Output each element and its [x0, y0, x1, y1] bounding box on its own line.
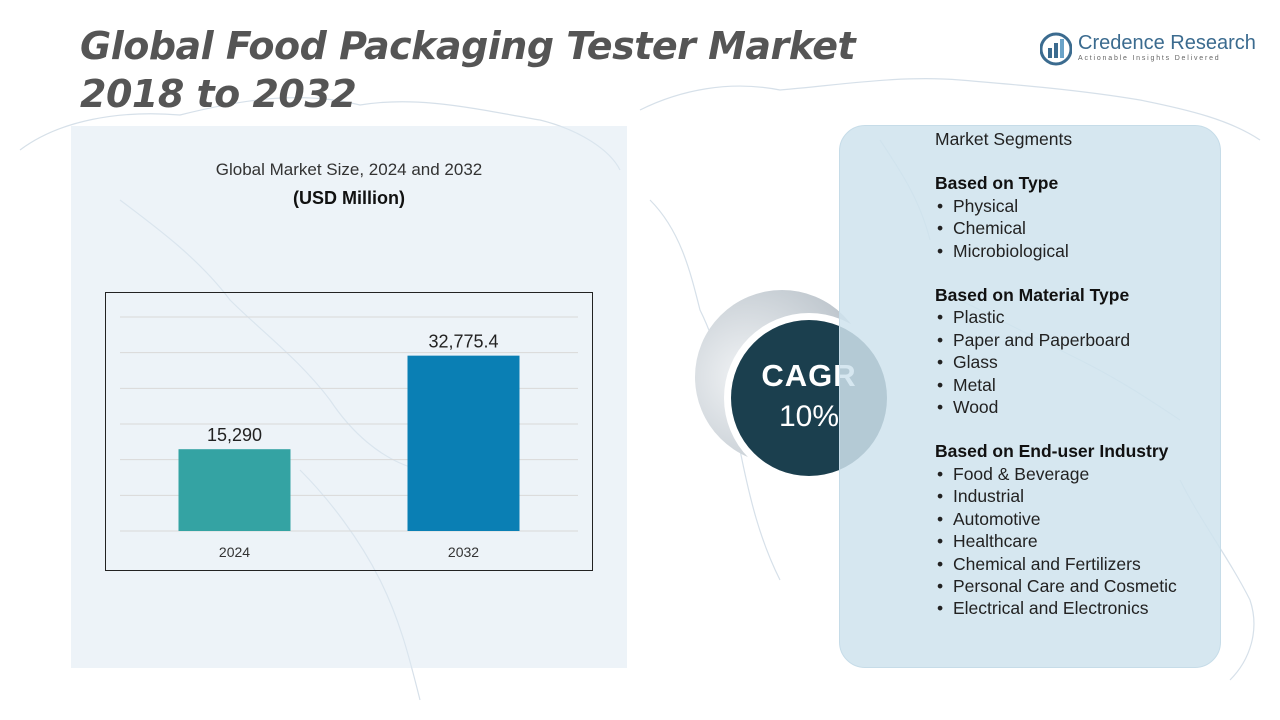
segment-item: Personal Care and Cosmetic: [935, 575, 1225, 598]
credence-logo-icon: [1040, 32, 1072, 66]
segment-item: Glass: [935, 351, 1225, 374]
segment-item: Wood: [935, 396, 1225, 419]
bar-chart-svg: 15,290 2024 32,775.4 2032: [120, 316, 578, 560]
segment-group-end-user: Based on End-user Industry Food & Bevera…: [935, 440, 1225, 620]
logo-tagline: Actionable Insights Delivered: [1078, 55, 1221, 62]
bar-2024: [178, 449, 291, 531]
x-tick-label-2032: 2032: [448, 544, 479, 560]
segment-item: Plastic: [935, 306, 1225, 329]
segment-item: Paper and Paperboard: [935, 329, 1225, 352]
chart-panel: [71, 126, 627, 668]
segment-heading: Based on Type: [935, 173, 1059, 194]
segments-title: Market Segments: [935, 129, 1073, 149]
market-segments: Market Segments Based on Type Physical C…: [935, 128, 1225, 642]
page-title: Global Food Packaging Tester Market 2018…: [80, 22, 856, 118]
segment-item: Electrical and Electronics: [935, 597, 1225, 620]
x-tick-label-2024: 2024: [219, 544, 250, 560]
bar-chart: 15,290 2024 32,775.4 2032: [105, 292, 593, 571]
title-line-1: Global Food Packaging Tester Market: [80, 24, 856, 68]
segment-item: Industrial: [935, 485, 1225, 508]
data-label-2024: 15,290: [207, 425, 262, 445]
segment-item: Microbiological: [935, 240, 1225, 263]
credence-logo: Credence Research Actionable Insights De…: [1040, 32, 1260, 68]
segment-heading: Based on End-user Industry: [935, 441, 1169, 462]
segment-group-type: Based on Type Physical Chemical Microbio…: [935, 172, 1225, 262]
segment-heading: Based on Material Type: [935, 285, 1130, 306]
segment-item: Food & Beverage: [935, 463, 1225, 486]
segment-item: Physical: [935, 195, 1225, 218]
segment-item: Metal: [935, 374, 1225, 397]
segment-group-material: Based on Material Type Plastic Paper and…: [935, 284, 1225, 419]
chart-title: Global Market Size, 2024 and 2032: [215, 160, 483, 179]
segment-item: Automotive: [935, 508, 1225, 531]
segment-item: Healthcare: [935, 530, 1225, 553]
cagr-value: 10%: [778, 400, 840, 433]
data-label-2032: 32,775.4: [428, 332, 498, 352]
logo-name: Credence Research: [1078, 32, 1256, 54]
segment-item: Chemical: [935, 217, 1225, 240]
chart-unit: (USD Million): [293, 188, 405, 208]
title-line-2: 2018 to 2032: [80, 72, 357, 116]
segment-item: Chemical and Fertilizers: [935, 553, 1225, 576]
bar-2032: [407, 355, 520, 531]
